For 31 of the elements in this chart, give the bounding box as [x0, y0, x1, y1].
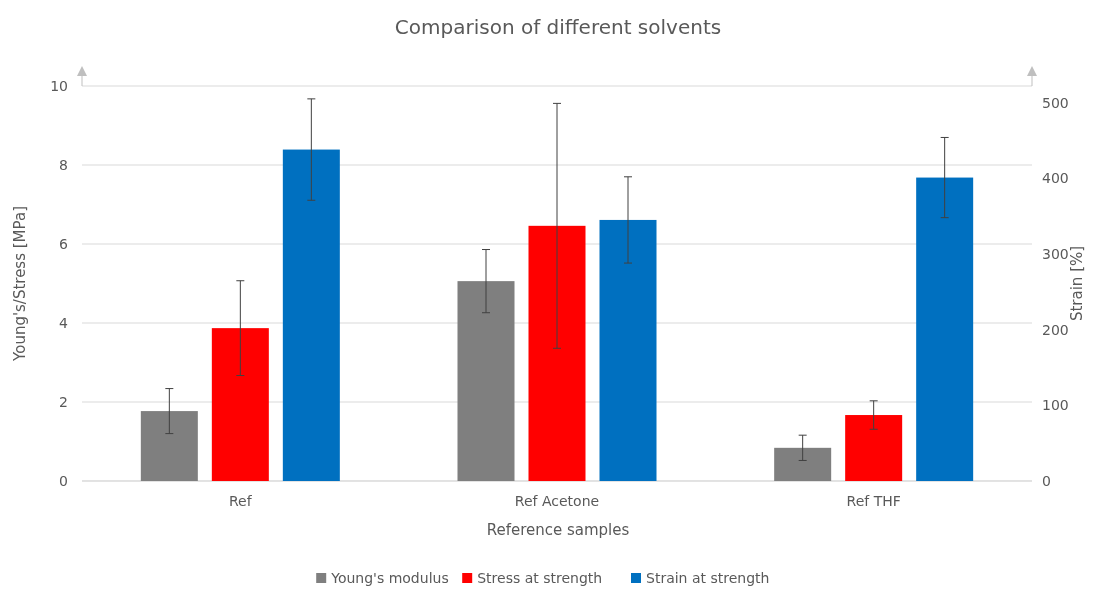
bar	[282, 149, 340, 481]
bar	[599, 219, 657, 481]
legend-label: Stress at strength	[477, 570, 603, 586]
x-tick-label: Ref	[229, 493, 253, 509]
x-tick-label: Ref Acetone	[514, 493, 600, 509]
y-tick-label: 10	[50, 78, 68, 94]
y-tick-label: 4	[59, 315, 69, 331]
bar	[774, 447, 832, 481]
y2-tick-label: 0	[1042, 473, 1051, 489]
y2-tick-label: 100	[1042, 397, 1069, 414]
x-tick-label: Ref THF	[846, 493, 901, 509]
y-tick-label: 8	[59, 157, 68, 173]
y-tick-label: 0	[59, 473, 68, 489]
chart-title: Comparison of different solvents	[394, 15, 722, 39]
x-axis-title: Reference samples	[486, 521, 630, 539]
bar	[211, 328, 269, 481]
y2-axis-title: Strain [%]	[1068, 245, 1086, 322]
y2-tick-label: 500	[1042, 94, 1069, 111]
y-tick-label: 6	[59, 236, 69, 252]
y-tick-label: 2	[59, 394, 68, 410]
bar	[845, 415, 903, 481]
y2-tick-label: 200	[1042, 321, 1069, 338]
bar	[528, 225, 586, 481]
y-axis-title: Young's/Stress [MPa]	[11, 206, 29, 362]
bar	[916, 177, 974, 481]
y2-tick-label: 400	[1042, 170, 1069, 187]
y2-tick-label: 300	[1042, 245, 1069, 262]
legend-label: Strain at strength	[646, 570, 770, 586]
legend-label: Young's modulus	[330, 570, 449, 586]
bar	[140, 411, 198, 481]
bar	[457, 281, 515, 481]
